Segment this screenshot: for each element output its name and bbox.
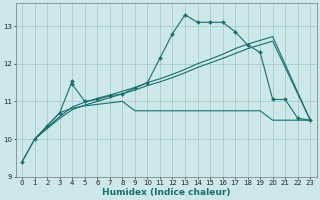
X-axis label: Humidex (Indice chaleur): Humidex (Indice chaleur)	[102, 188, 230, 197]
